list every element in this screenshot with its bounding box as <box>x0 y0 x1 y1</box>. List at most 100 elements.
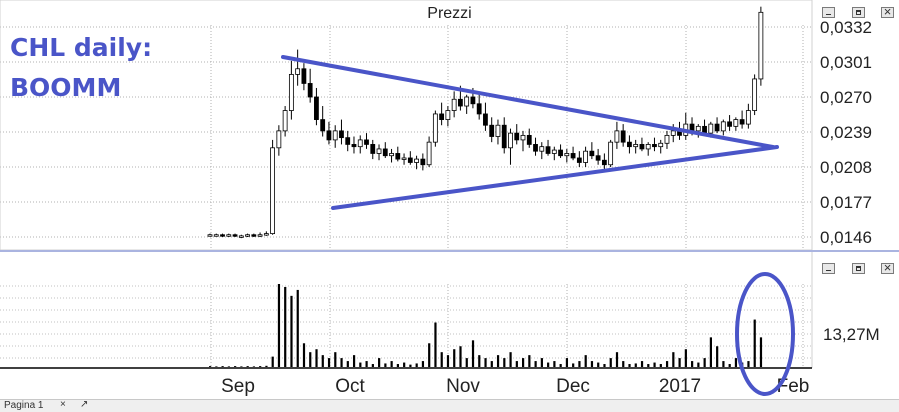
price-candle <box>551 146 557 161</box>
price-candle <box>251 233 257 237</box>
price-candle <box>483 102 488 131</box>
price-candle <box>489 117 495 143</box>
volume-bar <box>603 364 606 367</box>
annotation-line-2: BOOMM <box>10 73 122 102</box>
price-candle <box>339 119 344 145</box>
volume-bar <box>221 366 224 367</box>
volume-bar <box>384 363 387 367</box>
price-candle <box>658 139 664 154</box>
triangle-upper-trendline <box>281 55 775 149</box>
volume-bar <box>578 361 581 367</box>
volume-bar <box>490 361 493 367</box>
grid-layer <box>0 25 812 366</box>
price-candle <box>652 137 657 152</box>
volume-bar <box>590 361 594 367</box>
upper-maximize-button[interactable] <box>852 7 865 18</box>
volume-bar <box>540 358 543 367</box>
volume-bar <box>640 361 644 367</box>
volume-bar <box>509 352 512 367</box>
price-candle <box>745 103 751 129</box>
price-candle <box>288 60 294 120</box>
volume-bar <box>703 358 706 367</box>
price-candle <box>576 151 582 167</box>
tab-close-icon[interactable]: × <box>60 399 66 410</box>
volume-bar <box>421 361 425 367</box>
volume-bar <box>396 364 399 367</box>
sheet-tab[interactable]: Pagina 1 <box>4 400 44 411</box>
price-candle <box>639 137 645 152</box>
price-candle <box>426 136 432 167</box>
price-candle <box>495 119 501 145</box>
volume-bar <box>259 366 262 367</box>
volume-bar <box>722 361 725 367</box>
volume-bar <box>453 349 456 367</box>
volume-bar <box>528 355 531 367</box>
chart-annotation: CHL daily: BOOMM <box>10 28 152 108</box>
volume-bar <box>327 358 331 367</box>
lower-maximize-button[interactable] <box>852 263 865 274</box>
price-candle <box>301 63 307 91</box>
volume-bar <box>390 361 393 367</box>
y-tick-label: 0,0239 <box>820 123 872 142</box>
price-candle <box>345 130 351 152</box>
volume-bar <box>302 343 306 367</box>
price-candle <box>520 130 526 152</box>
volume-bar <box>522 358 525 367</box>
x-tick-labels: Sep Oct Nov Dec 2017 Feb <box>221 376 809 397</box>
price-candle <box>501 117 507 154</box>
volume-bar <box>440 352 443 367</box>
volume-bar <box>415 363 418 367</box>
price-candle <box>464 94 470 114</box>
price-candle <box>326 121 332 145</box>
price-candle <box>364 133 369 149</box>
price-candle <box>314 87 319 126</box>
price-candle <box>295 49 301 86</box>
price-candle <box>320 106 326 137</box>
volume-bar <box>597 362 600 367</box>
upper-close-button[interactable] <box>881 4 894 19</box>
volume-bar <box>753 319 756 367</box>
price-candle <box>627 135 632 154</box>
volume-bar <box>252 366 256 367</box>
price-candle <box>226 233 232 237</box>
panel-title: Prezzi <box>427 5 472 22</box>
volume-bar <box>653 362 656 367</box>
price-candle <box>414 155 419 170</box>
price-candle <box>758 6 764 86</box>
volume-bar <box>716 346 719 367</box>
price-candle <box>257 232 263 237</box>
volume-bar <box>609 358 612 367</box>
volume-bar <box>672 352 675 367</box>
volume-bar <box>290 295 293 367</box>
price-candle <box>445 106 451 127</box>
volume-tick-label: 13,27M <box>823 325 880 344</box>
price-candle <box>420 153 426 171</box>
upper-minimize-button[interactable] <box>822 7 835 18</box>
volume-bar <box>628 364 631 367</box>
price-candle <box>307 68 313 103</box>
price-candle <box>401 153 407 165</box>
volume-bar <box>459 346 462 367</box>
volume-bar <box>478 355 481 367</box>
price-candle <box>739 110 745 129</box>
price-candle <box>539 142 545 160</box>
volume-bar <box>378 358 381 367</box>
lower-minimize-button[interactable] <box>822 263 835 274</box>
price-candle <box>282 106 288 137</box>
volume-bar <box>647 364 650 367</box>
volume-bar <box>265 365 268 367</box>
price-candle <box>213 233 219 237</box>
volume-bar <box>352 355 356 367</box>
price-candle <box>332 125 338 148</box>
new-tab-icon[interactable]: ↗ <box>80 399 89 410</box>
volume-bar <box>615 352 619 367</box>
volume-bar <box>428 343 431 367</box>
lower-close-button[interactable] <box>881 260 894 275</box>
volume-bar <box>584 355 587 367</box>
price-candle <box>533 137 538 156</box>
price-candle <box>220 233 225 237</box>
volume-bar <box>296 289 299 367</box>
volume-bar <box>340 358 343 367</box>
x-tick-label: 2017 <box>659 376 701 397</box>
price-candle <box>633 139 639 154</box>
